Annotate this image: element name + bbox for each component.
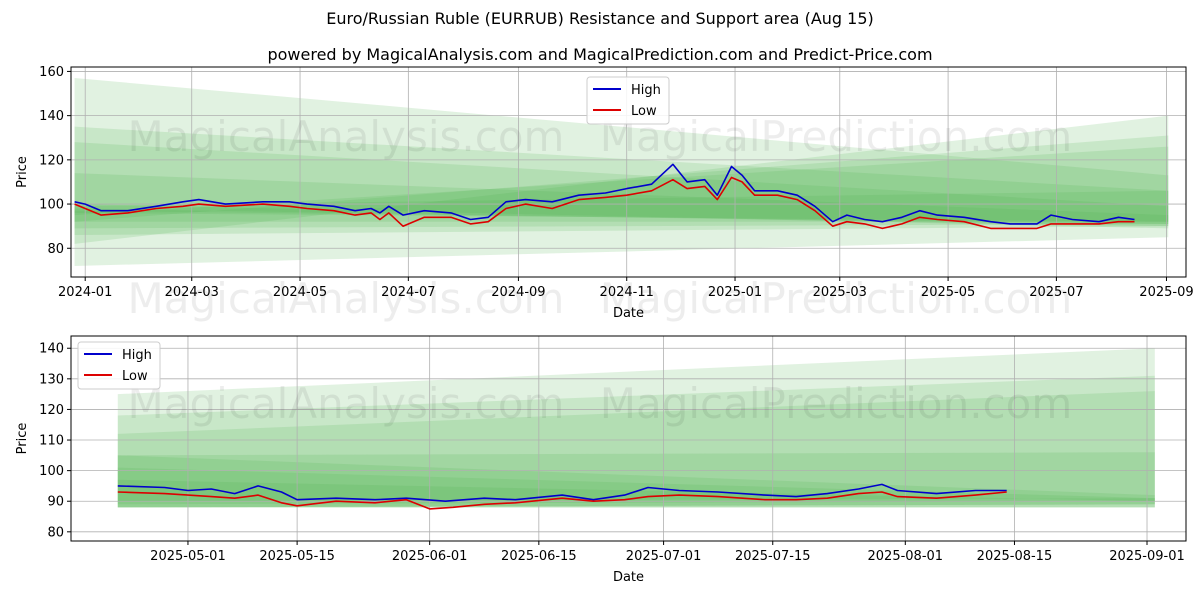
band-4 <box>117 452 1155 508</box>
x-axis-label: Date <box>613 570 644 585</box>
x-tick-label: 2025-08-15 <box>977 549 1053 564</box>
band-5 <box>117 455 1155 508</box>
x-tick-label: 2024-09 <box>491 285 545 300</box>
watermark-text: MagicalAnalysis.com <box>128 112 565 161</box>
axes-frame <box>70 335 1187 542</box>
support-resistance-bands <box>117 348 1155 508</box>
band-2 <box>74 126 1169 235</box>
x-tick-label: 2025-07-15 <box>735 549 811 564</box>
grid <box>71 336 1186 541</box>
series-line-low <box>74 176 1135 230</box>
legend-label-low: Low <box>122 369 148 384</box>
band-1 <box>117 348 1155 508</box>
y-tick-label: 130 <box>39 372 64 387</box>
series-line-high <box>74 163 1135 225</box>
watermark-text: MagicalPrediction.com <box>600 274 1073 323</box>
chart-title: Euro/Russian Ruble (EURRUB) Resistance a… <box>326 9 874 28</box>
band-5 <box>74 115 1169 244</box>
series-group <box>74 163 1135 230</box>
band-3 <box>74 142 1169 229</box>
x-tick-label: 2025-05 <box>921 285 975 300</box>
x-tick-label: 2024-11 <box>600 285 654 300</box>
y-tick-label: 100 <box>39 464 64 479</box>
series-line-low <box>117 491 1007 510</box>
x-tick-label: 2025-07 <box>1029 285 1083 300</box>
y-tick-label: 80 <box>47 525 64 540</box>
x-tick-label: 2025-05-01 <box>150 549 226 564</box>
x-tick-label: 2025-09 <box>1139 285 1193 300</box>
watermark-text: MagicalPrediction.com <box>600 112 1073 161</box>
chart-1: MagicalAnalysis.com MagicalPrediction.com… <box>15 65 1194 321</box>
legend-label-high: High <box>631 83 661 98</box>
x-tick-label: 2025-03 <box>813 285 867 300</box>
x-tick-label: 2024-03 <box>165 285 219 300</box>
y-tick-label: 160 <box>39 65 64 80</box>
x-tick-label: 2024-01 <box>58 285 112 300</box>
band-6 <box>117 467 1155 505</box>
watermark-text: MagicalAnalysis.com <box>128 274 565 323</box>
y-tick-label: 100 <box>39 198 64 213</box>
legend-label-high: High <box>122 348 152 363</box>
y-tick-label: 140 <box>39 109 64 124</box>
legend-label-low: Low <box>631 104 657 119</box>
x-tick-label: 2024-07 <box>381 285 435 300</box>
y-tick-label: 140 <box>39 342 64 357</box>
series-group <box>117 483 1007 510</box>
grid <box>71 67 1186 277</box>
x-axis-label: Date <box>613 306 644 321</box>
y-axis-label: Price <box>15 156 30 188</box>
watermark-text: MagicalPrediction.com <box>600 379 1073 428</box>
axes-frame <box>70 66 1187 278</box>
band-3 <box>117 391 1155 508</box>
y-tick-label: 90 <box>47 495 64 510</box>
x-tick-label: 2025-01 <box>708 285 762 300</box>
legend: High Low <box>77 341 161 390</box>
chart-subtitle: powered by MagicalAnalysis.com and Magic… <box>267 45 933 64</box>
y-tick-label: 110 <box>39 434 64 449</box>
x-tick-label: 2025-07-01 <box>626 549 702 564</box>
band-2 <box>117 375 1155 508</box>
y-tick-label: 120 <box>39 403 64 418</box>
legend: High Low <box>586 76 670 125</box>
x-tick-label: 2025-08-01 <box>868 549 944 564</box>
x-tick-label: 2025-06-15 <box>501 549 577 564</box>
x-tick-label: 2024-05 <box>273 285 327 300</box>
y-tick-label: 120 <box>39 153 64 168</box>
band-7 <box>74 146 1169 224</box>
series-line-high <box>117 483 1007 502</box>
chart-2: MagicalAnalysis.com MagicalPrediction.com… <box>15 335 1187 585</box>
y-axis-label: Price <box>15 423 30 455</box>
x-tick-label: 2025-06-01 <box>392 549 468 564</box>
x-tick-label: 2025-09-01 <box>1109 549 1185 564</box>
y-tick-label: 80 <box>47 242 64 257</box>
x-tick-label: 2025-05-15 <box>259 549 335 564</box>
watermark-text: MagicalAnalysis.com <box>128 379 565 428</box>
band-6 <box>74 135 1169 227</box>
